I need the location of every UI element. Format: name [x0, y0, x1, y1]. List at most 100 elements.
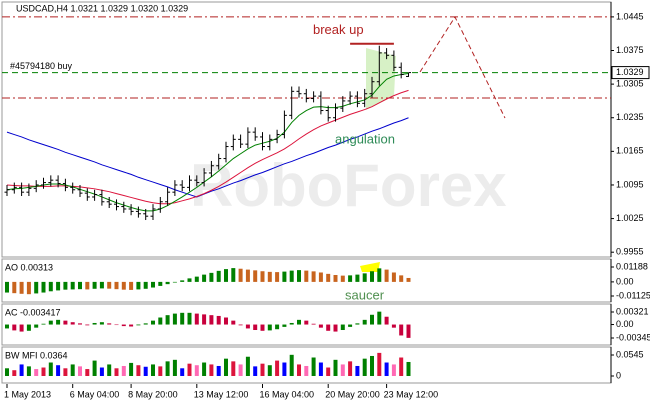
histogram-bar	[165, 281, 170, 285]
histogram-bar	[5, 281, 9, 293]
histogram-bar	[406, 361, 411, 376]
y-tick-label: 1.0445	[616, 11, 644, 21]
histogram-bar	[12, 324, 17, 331]
histogram-bar	[92, 281, 97, 289]
histogram-bar	[282, 324, 287, 327]
histogram-bar	[384, 362, 389, 376]
saucer-highlight	[360, 262, 380, 272]
histogram-bar	[26, 281, 31, 295]
histogram-bar	[194, 365, 199, 376]
histogram-bar	[56, 319, 61, 325]
histogram-bar	[289, 322, 294, 325]
histogram-bar	[399, 275, 404, 282]
indicator-label: AC -0.003417	[5, 307, 61, 317]
histogram-bar	[399, 324, 404, 336]
histogram-bar	[136, 365, 141, 376]
histogram-bar	[297, 270, 301, 282]
histogram-bar	[253, 366, 258, 376]
histogram-bar	[202, 362, 207, 376]
histogram-bar	[12, 370, 17, 376]
histogram-bar	[129, 281, 134, 290]
histogram-bar	[121, 365, 126, 376]
watermark: RoboForex	[190, 152, 507, 219]
histogram-bar	[99, 367, 104, 376]
histogram-bar	[355, 365, 360, 376]
histogram-bar	[333, 359, 338, 376]
histogram-bar	[333, 274, 338, 282]
histogram-bar	[318, 324, 323, 328]
histogram-bar	[355, 323, 360, 325]
x-tick-label: 8 May 20:00	[128, 389, 178, 399]
histogram-bar	[114, 324, 119, 326]
histogram-bar	[107, 281, 112, 289]
histogram-bar	[26, 324, 31, 331]
histogram-bar	[143, 323, 148, 325]
histogram-bar	[56, 281, 61, 291]
histogram-bar	[355, 274, 360, 282]
histogram-bar	[377, 311, 382, 325]
histogram-bar	[129, 362, 134, 376]
alligator-line	[6, 117, 409, 198]
highlight-area	[366, 48, 396, 110]
histogram-bar	[70, 322, 75, 325]
histogram-bar	[362, 273, 367, 282]
histogram-bar	[311, 323, 316, 325]
histogram-bar	[78, 366, 82, 376]
indicator-label: AO 0.00313	[5, 262, 53, 272]
histogram-bar	[107, 323, 112, 325]
histogram-bar	[136, 324, 141, 326]
y-tick-label: 0.00	[616, 276, 634, 286]
histogram-bar	[260, 271, 265, 282]
histogram-bar	[340, 275, 345, 282]
y-tick-label: 0.01188	[616, 261, 648, 271]
histogram-bar	[151, 281, 155, 288]
histogram-bar	[253, 270, 258, 282]
histogram-bar	[78, 281, 82, 290]
histogram-bar	[92, 322, 97, 325]
histogram-bar	[275, 272, 280, 282]
x-tick-label: 20 May 20:00	[325, 389, 380, 399]
histogram-bar	[26, 366, 31, 376]
histogram-bar	[370, 314, 374, 325]
y-tick-label: 1.0095	[616, 179, 644, 189]
histogram-bar	[326, 367, 331, 376]
histogram-bar	[48, 320, 53, 325]
break-up-label: break up	[313, 22, 364, 37]
histogram-bar	[289, 354, 294, 376]
histogram-bar	[70, 281, 75, 290]
histogram-bar	[391, 324, 396, 328]
histogram-bar	[231, 268, 236, 282]
y-tick-label: 1.0025	[616, 213, 644, 223]
histogram-bar	[253, 324, 258, 331]
histogram-bar	[209, 364, 214, 376]
annotation: angulation	[335, 131, 395, 146]
histogram-bar	[362, 319, 367, 325]
histogram-bar	[41, 323, 46, 325]
histogram-bar	[202, 314, 207, 325]
histogram-bar	[304, 320, 309, 325]
y-tick-label: -0.01125	[616, 290, 650, 300]
histogram-bar	[180, 280, 185, 282]
histogram-bar	[158, 281, 163, 286]
histogram-bar	[304, 365, 309, 376]
y-tick-label: 0.9955	[616, 247, 644, 257]
histogram-bar	[151, 320, 155, 325]
histogram-bar	[275, 360, 280, 376]
price-box	[611, 66, 650, 80]
histogram-bar	[180, 312, 185, 325]
histogram-bar	[348, 324, 353, 327]
histogram-bar	[326, 273, 331, 282]
histogram-bar	[85, 281, 90, 290]
histogram-bar	[318, 272, 323, 282]
histogram-bar	[406, 324, 411, 338]
y-tick-label: 1.0165	[616, 146, 644, 156]
histogram-bar	[187, 278, 192, 282]
alligator-line	[6, 73, 409, 212]
histogram-bar	[311, 271, 316, 282]
histogram-bar	[165, 361, 170, 376]
y-tick-label: 1.0375	[616, 45, 644, 55]
histogram-bar	[5, 324, 9, 329]
y-tick-label: 0	[616, 370, 621, 380]
histogram-bar	[34, 281, 39, 294]
histogram-bar	[187, 312, 192, 325]
